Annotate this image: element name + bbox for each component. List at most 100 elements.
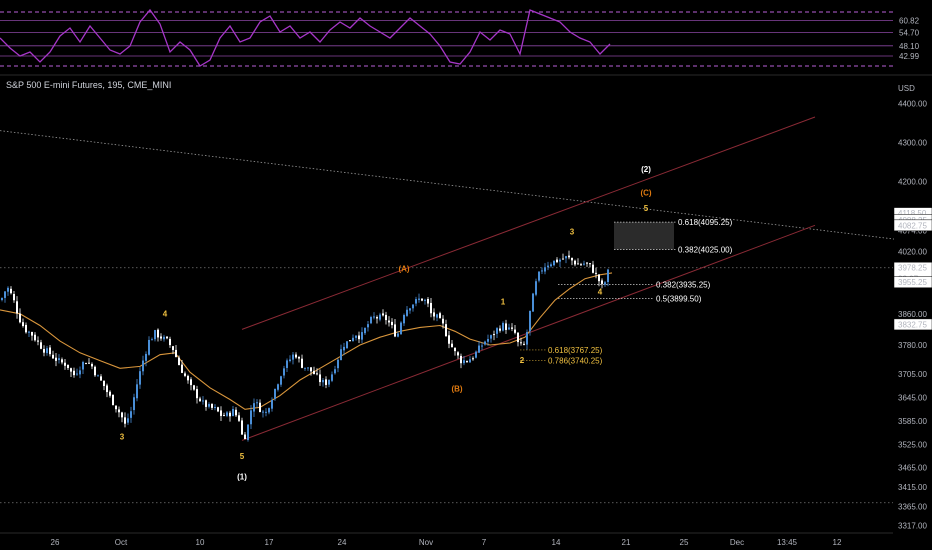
candle-down bbox=[499, 328, 501, 331]
candle-up bbox=[538, 271, 540, 281]
time-tick-label: 14 bbox=[552, 538, 561, 547]
candle-down bbox=[85, 363, 87, 365]
candle-down bbox=[454, 347, 456, 352]
wave-label: 4 bbox=[598, 287, 603, 296]
fib-level-label: 0.618(4095.25) bbox=[678, 218, 733, 227]
candle-down bbox=[223, 415, 225, 417]
price-tick-label: 4020.00 bbox=[898, 247, 927, 256]
candle-up bbox=[370, 317, 372, 324]
candle-down bbox=[514, 329, 516, 333]
time-axis[interactable]: 26 Oct 10 17 24 Nov 7 14 21 25 Dec 13:45 12 bbox=[0, 532, 893, 547]
price-tick-label: 3705.00 bbox=[898, 370, 927, 379]
candle-down bbox=[61, 359, 63, 363]
candle-down bbox=[520, 342, 522, 344]
candle-up bbox=[484, 341, 486, 345]
candle-down bbox=[430, 302, 432, 314]
candle-down bbox=[511, 327, 513, 329]
candle-down bbox=[295, 354, 297, 358]
candle-down bbox=[577, 263, 579, 265]
candle-down bbox=[22, 322, 24, 327]
candle-up bbox=[463, 360, 465, 364]
price-tag-label: 3955.25 bbox=[898, 278, 927, 287]
candle-up bbox=[304, 367, 306, 369]
wave-label: (1) bbox=[237, 472, 247, 481]
candle-down bbox=[517, 332, 519, 343]
candle-down bbox=[589, 263, 591, 265]
candle-down bbox=[190, 379, 192, 386]
candle-down bbox=[37, 340, 39, 342]
price-tick-label: 3415.00 bbox=[898, 483, 927, 492]
candle-up bbox=[139, 371, 141, 385]
trend-channel bbox=[241, 116, 816, 441]
candle-down bbox=[571, 257, 573, 261]
candle-down bbox=[67, 364, 69, 369]
candle-up bbox=[535, 281, 537, 295]
candle-down bbox=[592, 264, 594, 273]
candle-up bbox=[262, 411, 264, 413]
candle-up bbox=[214, 406, 216, 408]
candle-up bbox=[544, 267, 546, 272]
candle-up bbox=[127, 418, 129, 423]
time-tick-label: 21 bbox=[622, 538, 631, 547]
candle-down bbox=[199, 398, 201, 402]
candle-up bbox=[469, 359, 471, 363]
candle-up bbox=[148, 339, 150, 355]
candle-up bbox=[412, 304, 414, 309]
price-tag-bg bbox=[893, 276, 932, 288]
candle-down bbox=[238, 415, 240, 421]
time-tick-label: 17 bbox=[265, 538, 274, 547]
price-tag-label: 3978.25 bbox=[898, 264, 927, 273]
time-tick-label: Dec bbox=[730, 538, 744, 547]
candle-down bbox=[106, 385, 108, 393]
wave-label: 2 bbox=[520, 356, 525, 365]
candle-down bbox=[235, 409, 237, 416]
candle-up bbox=[46, 348, 48, 354]
candle-up bbox=[58, 358, 60, 361]
candle-down bbox=[298, 357, 300, 359]
candle-up bbox=[526, 332, 528, 345]
candle-up bbox=[289, 359, 291, 361]
candle-up bbox=[355, 335, 357, 338]
candle-up bbox=[28, 331, 30, 333]
osc-level-tag: 48.10 bbox=[899, 42, 920, 51]
candle-up bbox=[265, 411, 267, 413]
candle-up bbox=[136, 384, 138, 399]
candle-down bbox=[70, 368, 72, 372]
price-tick-label: 3525.00 bbox=[898, 440, 927, 449]
candle-up bbox=[130, 411, 132, 418]
candle-down bbox=[94, 366, 96, 376]
candle-down bbox=[391, 321, 393, 326]
candle-up bbox=[322, 380, 324, 383]
candle-down bbox=[88, 362, 90, 364]
candle-down bbox=[574, 260, 576, 265]
candle-up bbox=[142, 360, 144, 372]
candle-down bbox=[118, 409, 120, 413]
candle-up bbox=[406, 309, 408, 316]
candle-down bbox=[385, 314, 387, 321]
fib-level-label: 0.5(3899.50) bbox=[656, 294, 702, 303]
candle-down bbox=[448, 335, 450, 344]
candle-down bbox=[103, 380, 105, 387]
time-tick-label: 25 bbox=[680, 538, 689, 547]
osc-level-tag-bg bbox=[894, 27, 932, 39]
time-tick-label: 12 bbox=[833, 538, 842, 547]
candle-up bbox=[397, 333, 399, 337]
candle-down bbox=[556, 259, 558, 263]
candle-up bbox=[490, 335, 492, 339]
price-tick-label: 4300.00 bbox=[898, 138, 927, 147]
price-tick-label: 3365.00 bbox=[898, 503, 927, 512]
price-axis[interactable]: USD4400.004300.004200.004074.004020.0039… bbox=[893, 76, 932, 550]
candle-down bbox=[100, 376, 102, 381]
candle-down bbox=[310, 367, 312, 372]
candle-down bbox=[34, 334, 36, 341]
price-axis-unit: USD bbox=[898, 84, 915, 93]
candle-down bbox=[358, 335, 360, 340]
candle-down bbox=[586, 262, 588, 264]
candle-up bbox=[76, 373, 78, 375]
trend-line bbox=[0, 130, 932, 245]
candle-down bbox=[43, 349, 45, 353]
price-tick-label: 3585.00 bbox=[898, 417, 927, 426]
candle-down bbox=[301, 358, 303, 368]
candle-down bbox=[313, 370, 315, 375]
